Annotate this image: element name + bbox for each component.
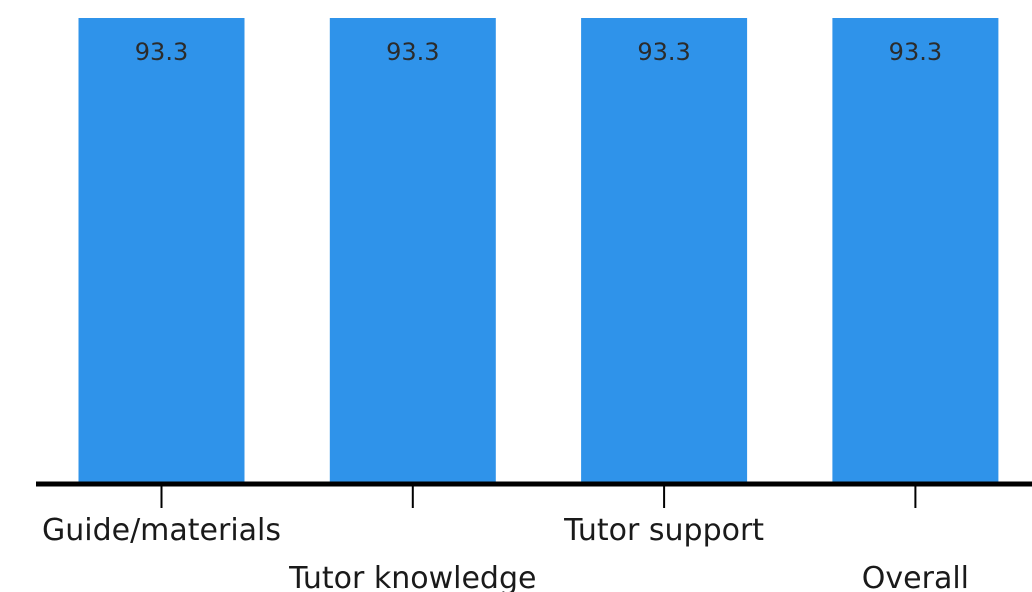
- bar-2: [581, 18, 748, 482]
- bar-1: [329, 18, 496, 482]
- data-label-1: 93.3: [386, 38, 439, 66]
- bars-group: [78, 18, 999, 482]
- data-labels-group: 93.3 93.3 93.3 93.3: [135, 38, 942, 66]
- data-label-0: 93.3: [135, 38, 188, 66]
- data-label-3: 93.3: [889, 38, 942, 66]
- bar-0: [78, 18, 245, 482]
- x-axis-ticks-group: [160, 486, 917, 508]
- data-label-2: 93.3: [637, 38, 690, 66]
- x-tick-label-0: Guide/materials: [42, 513, 281, 548]
- x-tick-label-3: Overall: [862, 561, 969, 592]
- bar-3: [832, 18, 999, 482]
- x-tick-label-2: Tutor support: [563, 513, 764, 548]
- x-tick-label-1: Tutor knowledge: [288, 561, 536, 592]
